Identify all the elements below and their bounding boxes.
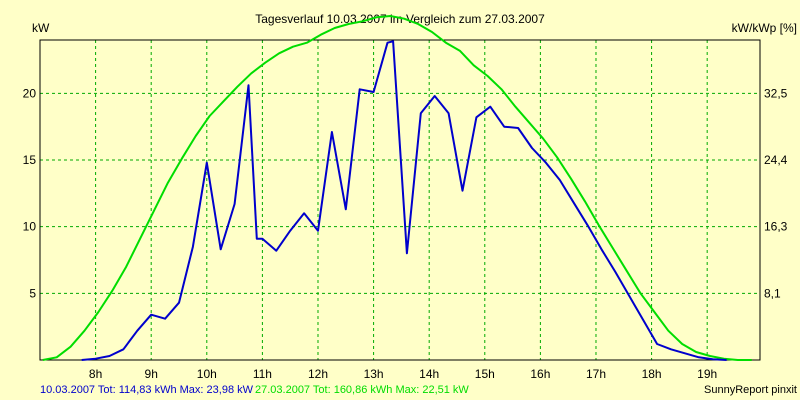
- x-tick-label: 12h: [308, 367, 328, 381]
- x-tick-label: 13h: [364, 367, 384, 381]
- x-tick-label: 11h: [253, 367, 272, 381]
- y-axis-right-unit: kW/kWp [%]: [732, 21, 797, 35]
- x-tick-label: 17h: [586, 367, 606, 381]
- plot-frame: [39, 39, 761, 361]
- y-tick-label-left: 15: [23, 153, 37, 167]
- y-tick-label-left: 5: [29, 286, 36, 300]
- y-tick-label-right: 16,3: [764, 220, 788, 234]
- grid: [40, 40, 760, 360]
- x-tick-label: 10h: [197, 367, 217, 381]
- x-tick-label: 9h: [145, 367, 158, 381]
- series-group: [42, 15, 752, 361]
- footer: 10.03.2007 Tot: 114,83 kWh Max: 23,98 kW…: [40, 384, 797, 396]
- chart-title: Tagesverlauf 10.03.2007 im Vergleich zum…: [255, 12, 545, 26]
- y-tick-label-right: 8,1: [764, 286, 781, 300]
- y-tick-label-left: 20: [23, 86, 37, 100]
- y-tick-label-left: 10: [23, 220, 37, 234]
- axis-ticks: 8h 9h 10h 11h 12h 13h 14h 15h 16h 17h 18h 19h 5 10 15 2…: [23, 86, 788, 381]
- x-tick-label: 14h: [419, 367, 439, 381]
- y-tick-label-right: 32,5: [764, 86, 788, 100]
- x-tick-label: 16h: [530, 367, 550, 381]
- x-tick-label: 8h: [89, 367, 102, 381]
- x-tick-label: 15h: [475, 367, 495, 381]
- footer-brand: SunnyReport pinxit: [704, 384, 797, 396]
- legend-entry-green: 27.03.2007 Tot: 160,86 kWh Max: 22,51 kW: [255, 384, 469, 396]
- x-tick-label: 19h: [697, 367, 717, 381]
- x-tick-label: 18h: [642, 367, 662, 381]
- y-tick-label-right: 24,4: [764, 153, 788, 167]
- series-line-blue: [81, 40, 727, 361]
- y-axis-left-unit: kW: [32, 21, 50, 35]
- series-line-green: [42, 15, 752, 361]
- legend-entry-blue: 10.03.2007 Tot: 114,83 kWh Max: 23,98 kW: [40, 384, 254, 396]
